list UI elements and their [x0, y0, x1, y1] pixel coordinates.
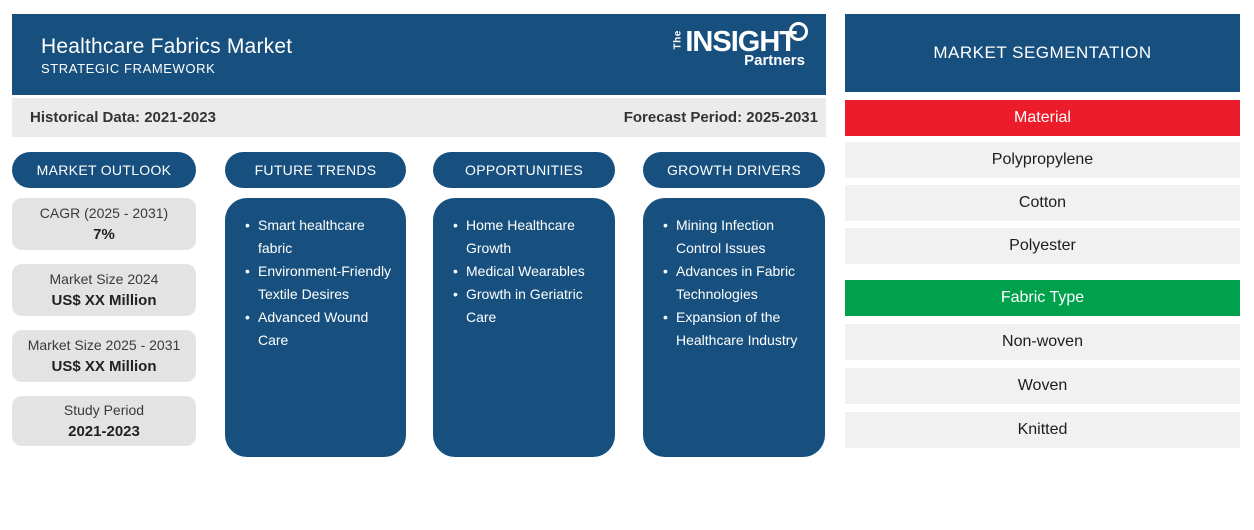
segment-item-woven: Woven — [845, 368, 1240, 404]
column-growth-drivers: GROWTH DRIVERS Mining Infection Control … — [643, 152, 825, 457]
logo-the-text: The — [672, 30, 684, 50]
growth-drivers-bullet: Advances in Fabric Technologies — [663, 260, 813, 306]
period-bar: Historical Data: 2021-2023 Forecast Peri… — [12, 98, 826, 137]
future-trends-pill: FUTURE TRENDS — [225, 152, 406, 188]
opportunities-bullet: Medical Wearables — [453, 260, 603, 283]
insight-partners-logo: The INSIGHT Partners — [671, 22, 808, 69]
market-size-forecast-card: Market Size 2025 - 2031 US$ XX Million — [12, 330, 196, 382]
segment-item-polypropylene: Polypropylene — [845, 142, 1240, 178]
future-trends-bullet: Smart healthcare fabric — [245, 214, 394, 260]
cagr-value: 7% — [93, 226, 115, 243]
historical-data-label: Historical Data: 2021-2023 — [30, 109, 216, 126]
growth-drivers-bullet: Expansion of the Healthcare Industry — [663, 306, 813, 352]
opportunities-pill: OPPORTUNITIES — [433, 152, 615, 188]
study-period-card: Study Period 2021-2023 — [12, 396, 196, 446]
growth-drivers-bullet: Mining Infection Control Issues — [663, 214, 813, 260]
market-segmentation-panel: MARKET SEGMENTATION Material Polypropyle… — [845, 14, 1240, 448]
opportunities-panel: Home Healthcare Growth Medical Wearables… — [433, 198, 615, 457]
market-size-forecast-value: US$ XX Million — [51, 358, 157, 375]
market-size-2024-value: US$ XX Million — [51, 292, 157, 309]
market-outlook-cards: CAGR (2025 - 2031) 7% Market Size 2024 U… — [12, 198, 196, 446]
segment-item-non-woven: Non-woven — [845, 324, 1240, 360]
column-market-outlook: MARKET OUTLOOK CAGR (2025 - 2031) 7% Mar… — [12, 152, 196, 446]
segment-item-polyester: Polyester — [845, 228, 1240, 264]
market-segmentation-title: MARKET SEGMENTATION — [845, 14, 1240, 92]
market-outlook-pill: MARKET OUTLOOK — [12, 152, 196, 188]
column-future-trends: FUTURE TRENDS Smart healthcare fabric En… — [225, 152, 406, 457]
main-header: Healthcare Fabrics Market STRATEGIC FRAM… — [12, 14, 826, 95]
cagr-card: CAGR (2025 - 2031) 7% — [12, 198, 196, 250]
growth-drivers-pill: GROWTH DRIVERS — [643, 152, 825, 188]
forecast-period-label: Forecast Period: 2025-2031 — [623, 109, 818, 126]
page-title: Healthcare Fabrics Market — [41, 35, 293, 58]
segment-item-knitted: Knitted — [845, 412, 1240, 448]
growth-drivers-panel: Mining Infection Control Issues Advances… — [643, 198, 825, 457]
future-trends-bullet: Advanced Wound Care — [245, 306, 394, 352]
segment-header-fabric-type: Fabric Type — [845, 280, 1240, 316]
opportunities-bullet: Growth in Geriatric Care — [453, 283, 603, 329]
future-trends-bullet: Environment-Friendly Textile Desires — [245, 260, 394, 306]
segment-item-cotton: Cotton — [845, 185, 1240, 221]
study-period-value: 2021-2023 — [68, 423, 140, 440]
study-period-label: Study Period — [63, 402, 145, 418]
cagr-label: CAGR (2025 - 2031) — [39, 205, 169, 221]
opportunities-bullet: Home Healthcare Growth — [453, 214, 603, 260]
market-size-2024-card: Market Size 2024 US$ XX Million — [12, 264, 196, 316]
logo-partners-text: Partners — [744, 52, 805, 69]
market-size-forecast-label: Market Size 2025 - 2031 — [27, 337, 181, 353]
segment-header-material: Material — [845, 100, 1240, 136]
market-size-2024-label: Market Size 2024 — [49, 271, 159, 287]
logo-insight-text: INSIGHT — [685, 26, 797, 58]
page-subtitle: STRATEGIC FRAMEWORK — [41, 61, 216, 77]
column-opportunities: OPPORTUNITIES Home Healthcare Growth Med… — [433, 152, 615, 457]
magnifier-circle-icon — [789, 22, 808, 41]
future-trends-panel: Smart healthcare fabric Environment-Frie… — [225, 198, 406, 457]
